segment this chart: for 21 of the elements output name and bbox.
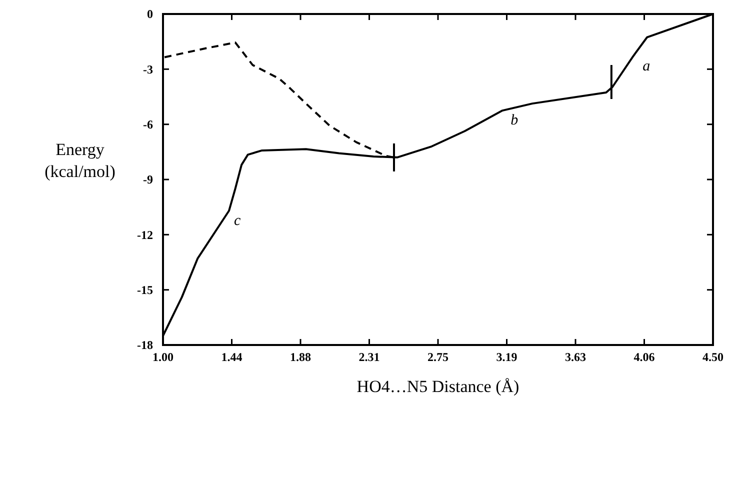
annotation: b [510,112,519,129]
x-tick-label: 2.31 [358,350,380,364]
y-axis-title: Energy (kcal/mol) [44,140,116,181]
x-tick-label: 1.00 [152,350,174,364]
x-tick-label: 3.63 [565,350,586,364]
x-tick-label: 4.50 [702,350,724,364]
x-tick-label: 1.88 [290,350,311,364]
x-tick-label: 1.44 [221,350,242,364]
y-tick-label: -15 [137,283,153,298]
x-tick-label: 4.06 [634,350,655,364]
y-tick-label: -3 [143,62,153,76]
x-axis-title: HO4…N5 Distance (Å) [356,377,520,396]
x-tick-label: 2.75 [428,350,448,364]
y-tick-label: -12 [137,228,153,242]
y-tick-label: -18 [137,338,153,352]
y-tick-label: -9 [143,172,153,187]
x-tick-label: 3.19 [496,350,518,364]
annotation: a [642,58,650,74]
y-tick-label: -6 [143,118,153,132]
y-tick-label: 0 [147,7,153,22]
annotation: c [234,212,241,229]
